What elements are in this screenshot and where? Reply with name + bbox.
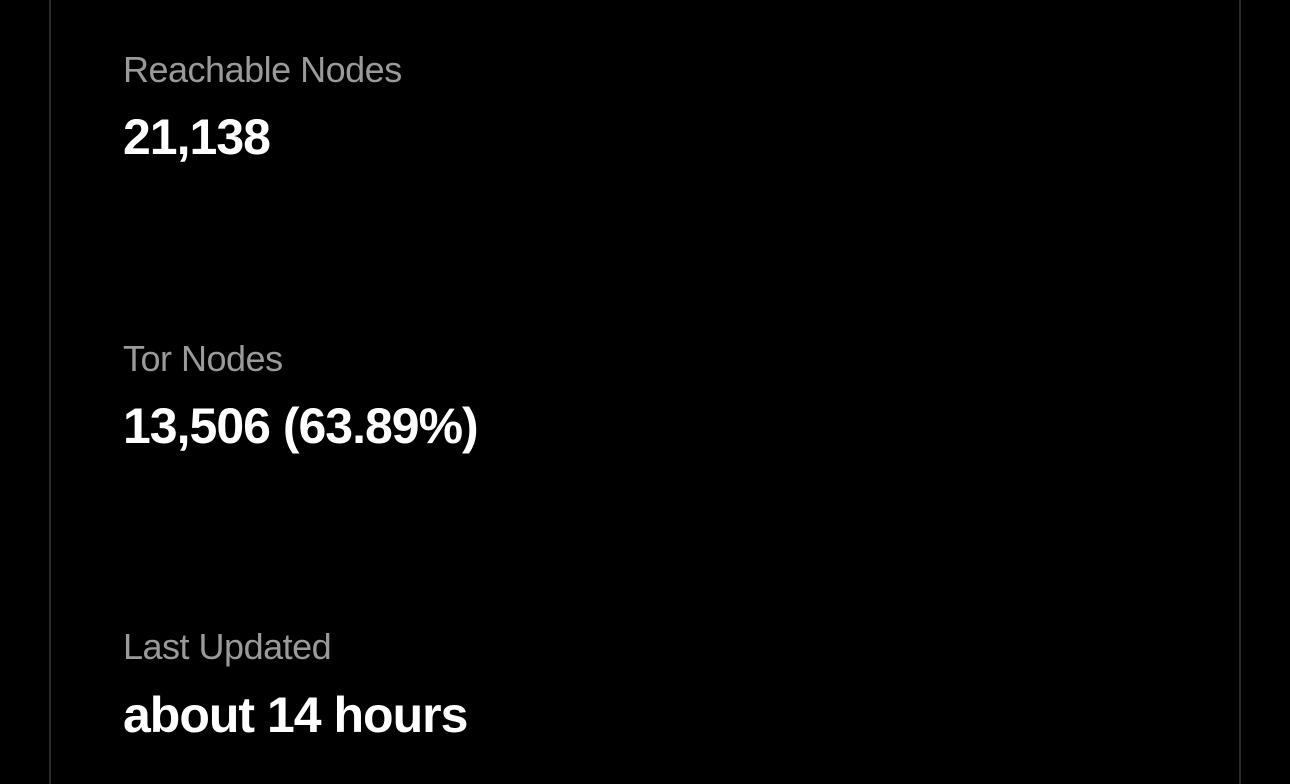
stat-last-updated: Last Updated about 14 hours — [123, 625, 1239, 744]
stat-value-reachable-nodes: 21,138 — [123, 109, 1239, 167]
stat-value-tor-nodes: 13,506 (63.89%) — [123, 398, 1239, 456]
stat-label-reachable-nodes: Reachable Nodes — [123, 48, 1239, 91]
stats-panel: Reachable Nodes 21,138 Tor Nodes 13,506 … — [49, 0, 1241, 784]
stat-label-tor-nodes: Tor Nodes — [123, 337, 1239, 380]
stat-tor-nodes: Tor Nodes 13,506 (63.89%) — [123, 337, 1239, 456]
stat-value-last-updated: about 14 hours — [123, 687, 1239, 745]
stat-reachable-nodes: Reachable Nodes 21,138 — [123, 48, 1239, 167]
stat-label-last-updated: Last Updated — [123, 625, 1239, 668]
